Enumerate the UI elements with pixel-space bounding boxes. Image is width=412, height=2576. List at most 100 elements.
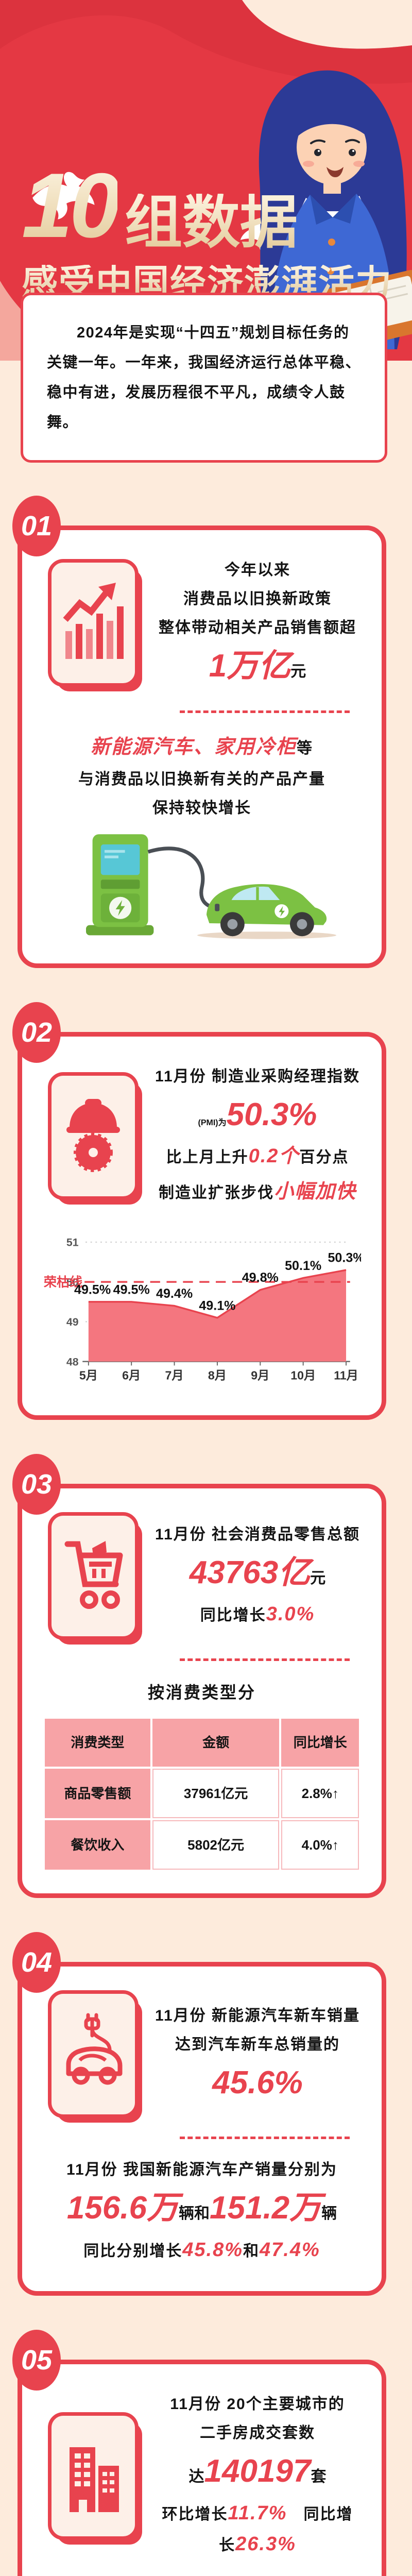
big-number: 1万亿 [209,648,291,684]
highlight: 新能源汽车、家用冷柜 [90,736,297,758]
text-line: 11月份 我国新能源汽车产销量分别为 [66,2161,338,2179]
text-line: 11月份 社会消费品零售总额 [154,1526,360,1543]
svg-text:5月: 5月 [79,1368,98,1382]
section-03-card: 11月份 社会消费品零售总额 43763亿元 同比增长3.0% 按消费类型分 消… [18,1484,386,1899]
big-number: 50.3% [226,1096,317,1132]
text-line: 11月份 新能源汽车新车销量 [154,2007,360,2025]
svg-text:50.3%: 50.3% [328,1250,361,1265]
text-line: 整体带动相关产品销售额超 [159,619,356,636]
section-number-badge: 02 [12,1002,61,1063]
big-number: 151.2万 [210,2190,322,2226]
highlight: 11.7% [228,2502,287,2524]
section-number-badge: 05 [12,2330,61,2391]
intro-card: 2024年是实现“十四五”规划目标任务的关键一年。一年来，我国经济运行总体平稳、… [21,293,387,463]
table-header-row: 消费类型 金额 同比增长 [45,1719,359,1767]
big-number: 156.6万 [66,2190,179,2226]
highlight: 0.2个 [248,1145,300,1167]
svg-text:6月: 6月 [122,1368,141,1382]
section-03: 03 11月份 社会消费品零售总额 [0,1454,412,1899]
page-title: 10 组数据 感受中国经济澎湃活力 [22,160,392,301]
text-line: 比上月上升0.2个百分点 [166,1145,349,1167]
table-header: 消费类型 [45,1719,150,1767]
text-line: 今年以来 [225,562,290,579]
section-number-badge: 01 [12,496,61,556]
ev-car-plug-icon [48,1990,139,2119]
table-cell: 37961亿元 [152,1768,280,1819]
bar-chart-rising-icon [48,559,139,687]
text-line: 同比分别增长45.8%和47.4% [83,2239,320,2261]
svg-text:51: 51 [66,1236,79,1248]
big-number: 140197 [204,2453,311,2489]
section-05-card: 11月份 20个主要城市的 二手房成交套数 达140197套 环比增长11.7%… [18,2360,386,2576]
svg-text:49.5%: 49.5% [113,1282,150,1297]
pmi-area-chart: 48 49 50 51 荣枯线 49.5% 49.5% 49.4% 49.1% 49.8% 50.1… [43,1227,361,1394]
ev-charging-illustration [86,834,336,939]
big-number: 43763亿 [189,1554,311,1590]
table-row: 餐饮收入 5802亿元 4.0%↑ [45,1820,359,1870]
text-line: 11月份 制造业采购经理指数 [154,1067,360,1085]
section-01: 01 今年以来 消费品以旧换新 [0,496,412,968]
text-line: 同比增长3.0% [200,1603,315,1625]
text-line: 保持较快增长 [152,799,251,817]
big-number: 45.6% [212,2065,303,2101]
section-number: 02 [21,1016,53,1048]
text-line: 达到汽车新车总销量的 [175,2036,340,2054]
section-number: 01 [21,511,53,541]
intro-text: 2024年是实现“十四五”规划目标任务的关键一年。一年来，我国经济运行总体平稳、… [47,325,362,431]
highlight: 45.8% [182,2239,243,2261]
unit: 元 [290,663,306,680]
table-row: 商品零售额 37961亿元 2.8%↑ [45,1768,359,1819]
buildings-icon [48,2412,139,2540]
section-02: 02 11月份 制造业采购经理指数 (PMI)为50.3% 比上月上升0.2个百… [0,1002,412,1420]
big-number-line: (PMI)为50.3% [198,1096,317,1132]
big-number-line: 1万亿元 [154,648,361,684]
svg-text:8月: 8月 [208,1368,227,1382]
section-01-card: 今年以来 消费品以旧换新政策 整体带动相关产品销售额超 1万亿元 新能源汽车、家… [18,526,386,968]
big-number-line: 达140197套 [188,2453,327,2489]
text-line: 制造业扩张步伐小幅加快 [158,1180,356,1202]
svg-text:10月: 10月 [290,1368,316,1382]
big-number-line: 45.6% [154,2065,361,2100]
section-number: 03 [21,1469,53,1500]
highlight: 47.4% [260,2239,320,2261]
title-number: 10 [22,154,121,257]
section-02-card: 11月份 制造业采购经理指数 (PMI)为50.3% 比上月上升0.2个百分点 … [18,1031,386,1420]
consumption-type-table: 消费类型 金额 同比增长 商品零售额 37961亿元 2.8%↑ 餐饮收入 58… [43,1717,361,1872]
text-line: 二手房成交套数 [200,2425,315,2442]
section-number-badge: 04 [12,1932,61,1993]
svg-text:49.8%: 49.8% [242,1270,279,1285]
dove-icon [32,172,95,219]
svg-text:50.1%: 50.1% [285,1259,321,1273]
svg-text:48: 48 [66,1355,79,1368]
svg-text:49.1%: 49.1% [199,1298,235,1313]
unit: 套 [311,2468,327,2486]
dashed-divider [180,2137,350,2140]
big-number-line: 43763亿元 [154,1555,361,1590]
unit: 元 [310,1569,326,1587]
section-number: 05 [21,2345,53,2376]
table-cell: 2.8%↑ [281,1768,359,1819]
table-header: 金额 [152,1719,280,1767]
table-cell: 4.0%↑ [281,1820,359,1870]
section-number: 04 [21,1947,53,1978]
svg-text:荣枯线: 荣枯线 [44,1275,82,1290]
table-title: 按消费类型分 [147,1683,256,1702]
section-05: 05 [0,2330,412,2576]
dashed-divider [180,1658,350,1662]
svg-text:49: 49 [66,1316,79,1328]
big-number-line: 156.6万辆和151.2万辆 [66,2190,337,2226]
text-line: 11月份 20个主要城市的 [170,2396,345,2413]
highlight: 小幅加快 [273,1180,356,1202]
shopping-cart-icon [48,1512,139,1640]
section-04-card: 11月份 新能源汽车新车销量 达到汽车新车总销量的 45.6% 11月份 我国新… [18,1962,386,2296]
table-header: 同比增长 [281,1719,359,1767]
svg-text:49.4%: 49.4% [156,1286,193,1301]
highlight: 26.3% [235,2533,296,2555]
svg-text:9月: 9月 [251,1368,269,1382]
hard-hat-saw-icon [48,1072,139,1200]
svg-text:50: 50 [66,1276,79,1289]
svg-text:11月: 11月 [334,1368,358,1382]
table-cell: 商品零售额 [45,1768,150,1819]
highlight: 3.0% [266,1603,315,1625]
